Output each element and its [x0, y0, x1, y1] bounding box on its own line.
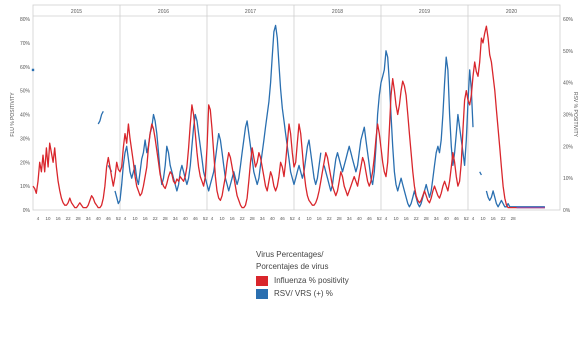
rsv-line [114, 24, 322, 205]
rsv-line [323, 50, 474, 208]
right-axis-title: RSV % POSITIVITY [572, 92, 578, 138]
week-tick-label: 34 [173, 216, 179, 221]
left-tick-label: 40% [20, 113, 31, 119]
week-tick-label: 16 [230, 216, 236, 221]
left-tick-label: 80% [20, 17, 31, 23]
week-tick-label: 22 [66, 216, 72, 221]
week-tick-label: 22 [153, 216, 159, 221]
week-tick-label: 28 [424, 216, 430, 221]
right-tick-label: 20% [563, 144, 574, 150]
week-tick-label: 10 [133, 216, 139, 221]
week-tick-label: 34 [86, 216, 92, 221]
year-label: 2015 [71, 9, 82, 15]
left-tick-label: 30% [20, 136, 31, 142]
right-tick-label: 10% [563, 176, 574, 182]
week-tick-label: 52 [377, 216, 383, 221]
week-tick-label: 28 [511, 216, 517, 221]
year-label: 2017 [245, 9, 256, 15]
week-tick-label: 52 [203, 216, 209, 221]
week-tick-label: 16 [56, 216, 62, 221]
week-tick-label: 46 [280, 216, 286, 221]
left-tick-label: 0% [23, 208, 31, 214]
right-tick-label: 30% [563, 113, 574, 119]
week-tick-label: 52 [116, 216, 122, 221]
year-label: 2018 [332, 9, 343, 15]
week-tick-label: 40 [270, 216, 276, 221]
week-tick-label: 52 [464, 216, 470, 221]
week-tick-label: 16 [404, 216, 410, 221]
legend-swatch-influenza [256, 275, 268, 286]
week-tick-label: 28 [163, 216, 169, 221]
left-tick-label: 50% [20, 89, 31, 95]
week-tick-label: 4 [124, 216, 127, 221]
year-label: 2020 [506, 9, 517, 15]
week-tick-label: 22 [327, 216, 333, 221]
week-tick-label: 40 [357, 216, 363, 221]
week-tick-label: 4 [37, 216, 40, 221]
week-tick-label: 46 [367, 216, 373, 221]
week-tick-label: 28 [76, 216, 82, 221]
legend-item-influenza: Influenza % positivity [256, 274, 349, 287]
left-axis-title: FLU % POSITIVITY [10, 92, 16, 137]
right-tick-label: 60% [563, 17, 574, 23]
week-tick-label: 22 [501, 216, 507, 221]
right-tick-label: 50% [563, 49, 574, 55]
week-tick-label: 4 [472, 216, 475, 221]
week-tick-label: 4 [385, 216, 388, 221]
plot-frame [32, 4, 561, 211]
week-tick-label: 10 [220, 216, 226, 221]
left-tick-label: 20% [20, 160, 31, 166]
influenza-line [32, 25, 545, 209]
week-tick-label: 10 [46, 216, 52, 221]
week-tick-label: 52 [290, 216, 296, 221]
week-tick-label: 16 [491, 216, 497, 221]
week-tick-label: 28 [337, 216, 343, 221]
week-tick-label: 34 [347, 216, 353, 221]
week-tick-label: 34 [260, 216, 266, 221]
week-tick-label: 10 [307, 216, 313, 221]
week-tick-label: 46 [106, 216, 112, 221]
legend-swatch-rsv [256, 288, 268, 299]
rsv-line [97, 110, 104, 125]
week-tick-label: 22 [240, 216, 246, 221]
week-tick-label: 4 [298, 216, 301, 221]
week-tick-label: 16 [143, 216, 149, 221]
year-label: 2019 [419, 9, 430, 15]
week-tick-label: 10 [394, 216, 400, 221]
week-tick-label: 16 [317, 216, 323, 221]
legend-label-rsv: RSV/ VRS (+) % [274, 289, 333, 298]
left-tick-label: 10% [20, 184, 31, 190]
week-tick-label: 40 [183, 216, 189, 221]
week-tick-label: 4 [211, 216, 214, 221]
legend-title-line1: Virus Percentages/ [256, 250, 324, 259]
legend-title-line2: Porcentajes de virus [256, 262, 329, 271]
week-tick-label: 22 [414, 216, 420, 221]
right-tick-label: 0% [563, 208, 571, 214]
week-tick-label: 34 [434, 216, 440, 221]
legend-label-influenza: Influenza % positivity [274, 276, 349, 285]
legend: Virus Percentages/ Porcentajes de virus … [256, 250, 349, 300]
year-label: 2016 [158, 9, 169, 15]
rsv-point [31, 68, 35, 72]
left-tick-label: 70% [20, 41, 31, 47]
left-tick-label: 60% [20, 65, 31, 71]
week-tick-label: 40 [96, 216, 102, 221]
week-tick-label: 46 [193, 216, 199, 221]
week-tick-label: 10 [481, 216, 487, 221]
week-tick-label: 40 [444, 216, 450, 221]
rsv-line [479, 171, 482, 176]
legend-item-rsv: RSV/ VRS (+) % [256, 287, 349, 300]
week-tick-label: 46 [454, 216, 460, 221]
rsv-line [485, 190, 545, 208]
right-tick-label: 40% [563, 81, 574, 87]
week-tick-label: 28 [250, 216, 256, 221]
